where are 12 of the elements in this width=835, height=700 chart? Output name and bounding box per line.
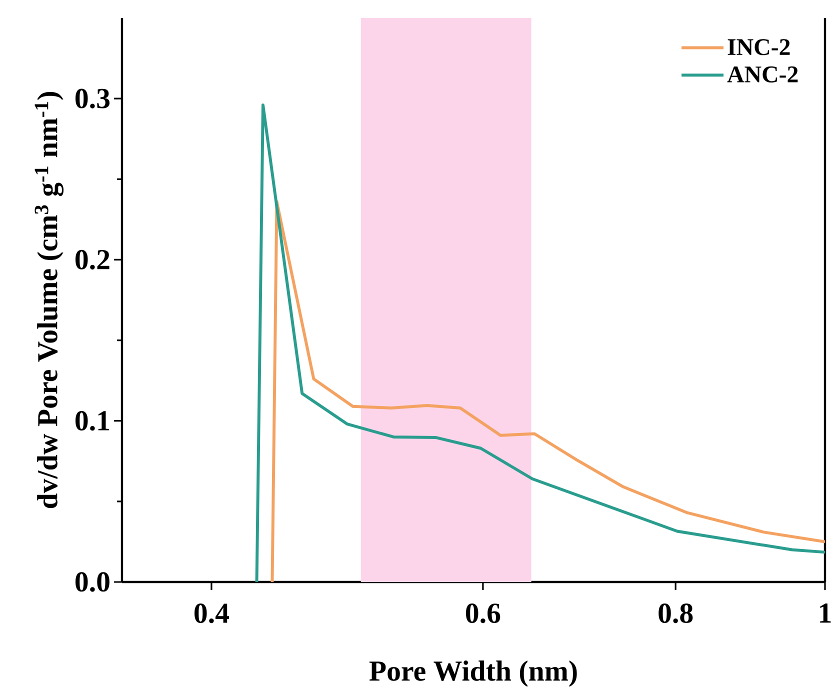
y-tick-label: 0.1 (76, 411, 110, 431)
x-axis-title: Pore Width (nm) (369, 660, 577, 687)
y-axis-title: dv/dw Pore Volume (cm$^{3}$ g$^{-1}$ nm$^{-1}$) (34, 92, 64, 508)
x-tick-label: 1 (820, 604, 831, 623)
x-tick-label: 0.6 (466, 604, 500, 624)
y-tick-label: 0.0 (76, 572, 110, 592)
y-tick-label: 0.2 (76, 250, 110, 270)
legend-label: INC-2 (728, 39, 790, 56)
x-tick-label: 0.4 (194, 604, 229, 624)
legend-label: ANC-2 (727, 66, 798, 82)
x-tick-label: 0.8 (658, 604, 693, 624)
y-tick-label: 0.3 (76, 88, 110, 108)
